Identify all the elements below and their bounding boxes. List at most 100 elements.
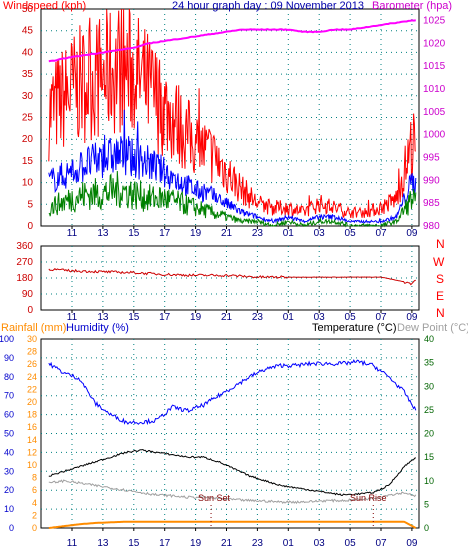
direction-y-tick: 360	[16, 241, 33, 252]
humidity-y-tick: 80	[4, 372, 14, 382]
x-tick-label: 01	[283, 312, 295, 323]
humidity-y-tick: 10	[4, 504, 14, 514]
humidity-y-tick: 40	[4, 447, 14, 457]
humidity-line	[48, 359, 417, 426]
series-lines	[48, 8, 417, 529]
wind-y-tick: 15	[22, 156, 34, 167]
rain-y-tick: 16	[27, 422, 37, 432]
x-tick-label: 05	[345, 312, 357, 323]
x-tick-label: 05	[345, 228, 357, 239]
humidity-y-tick: 90	[4, 353, 14, 363]
x-tick-label: 23	[252, 228, 264, 239]
x-tick-label: 13	[97, 538, 109, 549]
sunrise-label: Sun Rise	[350, 493, 387, 503]
x-tick-label: 07	[375, 312, 387, 323]
temperature-y-tick: 40	[424, 334, 434, 344]
rain-y-tick: 20	[27, 397, 37, 407]
x-tick-label: 19	[190, 228, 202, 239]
temperature-line	[48, 448, 417, 496]
wind-low-line	[48, 170, 417, 228]
x-tick-label: 01	[283, 538, 295, 549]
x-tick-label: 03	[314, 312, 326, 323]
wind-y-tick: 0	[27, 221, 33, 232]
baro-y-tick: 1025	[423, 15, 446, 26]
x-tick-label: 17	[159, 228, 171, 239]
dewpoint-line	[48, 479, 417, 505]
x-tick-label: 05	[345, 538, 357, 549]
x-tick-label: 09	[406, 538, 418, 549]
wind-y-tick: 35	[22, 69, 34, 80]
baro-y-tick: 1000	[423, 130, 446, 141]
direction-line	[48, 268, 416, 286]
baro-y-tick: 995	[423, 152, 440, 163]
x-tick-label: 15	[128, 228, 140, 239]
x-tick-label: 23	[252, 312, 264, 323]
temperature-y-tick: 20	[424, 429, 434, 439]
direction-y-tick: 180	[16, 273, 33, 284]
wind-gust-line	[48, 8, 416, 219]
x-tick-label: 03	[314, 538, 326, 549]
rainfall-axis-title: Rainfall (mm)	[1, 322, 66, 334]
humidity-y-tick: 0	[9, 523, 14, 533]
baro-y-tick: 1010	[423, 84, 446, 95]
baro-y-tick: 990	[423, 175, 440, 186]
x-tick-label: 17	[159, 312, 171, 323]
rain-y-tick: 18	[27, 410, 37, 420]
direction-y-tick: 90	[22, 289, 34, 300]
wind-y-tick: 45	[22, 26, 34, 37]
sunset-label: Sun Set	[198, 493, 231, 503]
rain-y-tick: 10	[27, 460, 37, 470]
wind-y-tick: 25	[22, 113, 34, 124]
humidity-y-tick: 20	[4, 485, 14, 495]
wind-y-tick: 40	[22, 47, 34, 58]
x-tick-label: 09	[406, 228, 418, 239]
humidity-y-tick: 100	[0, 334, 14, 344]
rain-y-tick: 6	[32, 485, 37, 495]
compass-n-bottom: N	[436, 306, 445, 320]
baro-y-tick: 1015	[423, 61, 446, 72]
x-tick-label: 07	[375, 228, 387, 239]
wind-y-tick: 50	[22, 4, 34, 15]
temperature-y-tick: 5	[424, 499, 429, 509]
barometer-line	[48, 19, 416, 63]
baro-y-tick: 1005	[423, 107, 446, 118]
direction-y-tick: 0	[27, 305, 33, 316]
x-tick-label: 11	[67, 538, 78, 549]
wind-y-tick: 10	[22, 178, 34, 189]
chart-title: 24 hour graph day : 09 November 2013	[172, 0, 364, 12]
rain-y-tick: 24	[27, 372, 37, 382]
temperature-axis-title: Temperature (°C)	[312, 322, 396, 334]
wind-y-tick: 20	[22, 134, 34, 145]
rain-y-tick: 4	[32, 498, 37, 508]
x-tick-label: 21	[221, 228, 233, 239]
temperature-y-tick: 10	[424, 476, 434, 486]
rain-y-tick: 0	[32, 523, 37, 533]
wind-axis-title: Windspeed (kph)	[3, 0, 86, 12]
humidity-axis-title: Humidity (%)	[66, 322, 129, 334]
wind-y-tick: 5	[27, 199, 33, 210]
humidity-y-tick: 50	[4, 429, 14, 439]
x-tick-label: 21	[221, 538, 233, 549]
rain-y-tick: 26	[27, 359, 37, 369]
humidity-y-tick: 60	[4, 410, 14, 420]
x-tick-label: 23	[252, 538, 264, 549]
baro-y-tick: 1020	[423, 38, 446, 49]
wind-y-tick: 30	[22, 91, 34, 102]
x-tick-label: 13	[97, 312, 109, 323]
baro-axis-title: Barometer (hpa)	[372, 0, 452, 12]
x-tick-label: 17	[159, 538, 171, 549]
x-tick-label: 15	[128, 538, 140, 549]
x-tick-label: 15	[128, 312, 140, 323]
rainfall-line	[48, 520, 417, 529]
baro-y-tick: 985	[423, 198, 440, 209]
x-tick-label: 11	[67, 312, 78, 323]
temperature-y-tick: 0	[424, 523, 429, 533]
rain-y-tick: 2	[32, 510, 37, 520]
rain-y-tick: 28	[27, 347, 37, 357]
compass-n-top: N	[436, 237, 445, 251]
wind-average-line	[48, 109, 417, 225]
x-tick-label: 13	[97, 228, 109, 239]
rain-y-tick: 8	[32, 473, 37, 483]
direction-panel-frame	[40, 245, 420, 311]
